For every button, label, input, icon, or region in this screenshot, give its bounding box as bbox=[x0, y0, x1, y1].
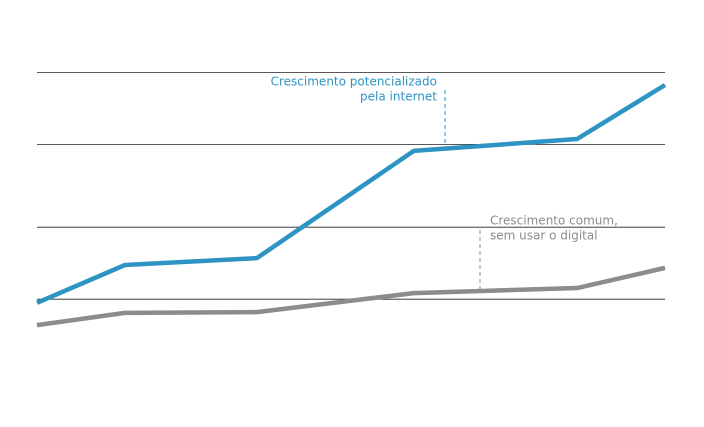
series-line bbox=[36, 83, 667, 305]
annotation-text: sem usar o digital bbox=[490, 229, 598, 243]
series-line bbox=[36, 265, 666, 328]
annotation-text: Crescimento potencializado bbox=[271, 75, 437, 89]
annotation-text: Crescimento comum, bbox=[490, 214, 618, 228]
annotation-text: pela internet bbox=[360, 90, 437, 104]
